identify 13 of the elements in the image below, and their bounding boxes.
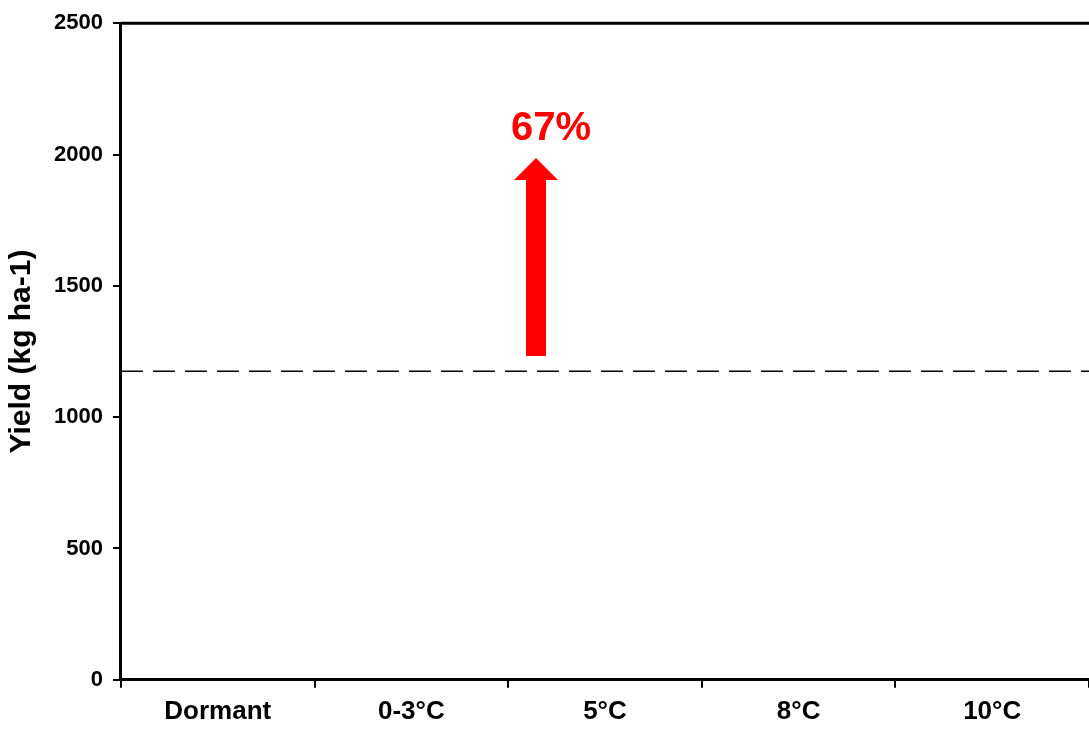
- x-tick-label: 5°C: [583, 694, 628, 725]
- y-tick-label: 500: [66, 534, 103, 560]
- y-tick-label: 2000: [53, 140, 103, 166]
- y-axis-title: Yield (kg ha-1): [3, 249, 37, 454]
- y-tick-label: 1500: [53, 271, 103, 297]
- y-tick-label: 0: [90, 665, 103, 691]
- annotation: 67%: [510, 104, 592, 148]
- y-tick-label: 2500: [53, 9, 103, 35]
- x-tick-label: 10°C: [963, 694, 1022, 725]
- x-tick-label: 0-3°C: [377, 694, 445, 725]
- x-tick-label: 8°C: [776, 694, 821, 725]
- x-tick-label: Dormant: [164, 694, 272, 725]
- y-tick-label: 1000: [53, 403, 103, 429]
